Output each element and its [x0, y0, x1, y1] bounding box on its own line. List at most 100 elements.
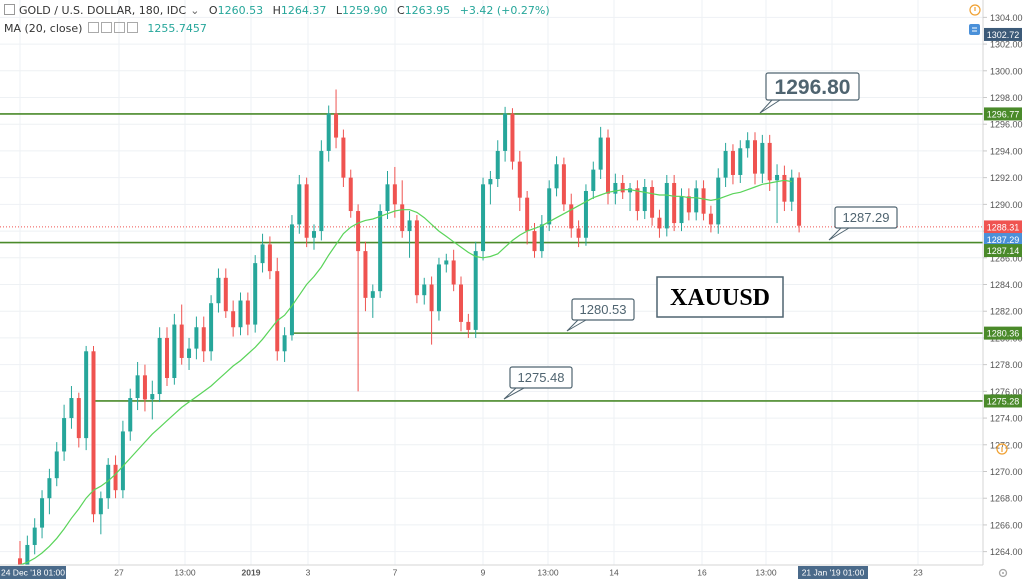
candle: [341, 129, 346, 187]
candle-body: [576, 228, 581, 238]
candle-body: [517, 161, 522, 198]
candle-body: [18, 558, 22, 565]
axis-price-tag: 1288.31: [984, 220, 1022, 234]
candle: [598, 126, 603, 179]
callout-box: [571, 298, 635, 321]
ma-label[interactable]: MA (20, close): [4, 22, 83, 35]
candle-body: [165, 337, 169, 378]
candle: [32, 518, 37, 555]
close-icon[interactable]: [113, 22, 125, 33]
indicator-tools[interactable]: [86, 22, 138, 35]
candle: [620, 174, 625, 200]
candle-body: [503, 113, 508, 151]
candle-body: [583, 191, 588, 238]
symbol-row: GOLD / U.S. DOLLAR, 180, IDC ⌄ O1260.53 H…: [4, 4, 550, 17]
candle: [25, 535, 30, 565]
candle-body: [775, 174, 780, 181]
candle-body: [753, 140, 757, 174]
alert-icon[interactable]: [969, 4, 981, 16]
candle: [657, 209, 662, 238]
candle-body: [209, 303, 214, 352]
candle-body: [135, 375, 140, 399]
candle-body: [789, 177, 794, 202]
close-label: C: [397, 4, 405, 17]
candle: [209, 295, 214, 361]
candle-body: [723, 150, 728, 178]
candle-body: [708, 213, 713, 225]
candle-body: [187, 348, 192, 358]
y-tick-label: 1290.00: [990, 200, 1023, 210]
candle-body: [650, 186, 655, 218]
candle-body: [591, 169, 596, 191]
collapse-icon[interactable]: [4, 4, 15, 15]
candle: [797, 172, 802, 233]
gear-icon[interactable]: [998, 568, 1008, 578]
candle-body: [664, 182, 669, 229]
candle: [69, 386, 74, 429]
callout-pointer: [828, 227, 850, 241]
candle-body: [54, 451, 59, 479]
candle-body: [216, 277, 221, 304]
candle-body: [120, 431, 125, 491]
symbol-title[interactable]: GOLD / U.S. DOLLAR, 180, IDC: [19, 4, 187, 17]
candle: [76, 392, 81, 448]
candle: [613, 173, 618, 205]
candle: [106, 458, 111, 509]
price-tag-label: 1287.29: [987, 235, 1020, 245]
candle: [451, 249, 456, 292]
callout-pointer: [503, 387, 525, 400]
price-tag-label: 1275.28: [987, 396, 1020, 406]
candle-body: [304, 184, 309, 238]
info-icon[interactable]: [996, 443, 1008, 455]
y-tick-label: 1298.00: [990, 93, 1023, 103]
candle-body: [745, 140, 750, 149]
candle: [18, 540, 22, 565]
more-icon[interactable]: [126, 22, 138, 33]
candle-body: [40, 498, 45, 528]
candle-body: [635, 188, 640, 212]
candle: [466, 313, 471, 338]
candle-body: [466, 321, 471, 330]
callout-pointer: [566, 319, 587, 332]
candle: [753, 132, 757, 185]
support-resistance-levels: [0, 113, 983, 402]
candle-body: [363, 251, 368, 298]
eye-icon[interactable]: [87, 22, 99, 33]
candle-body: [253, 263, 258, 325]
candle-body: [76, 398, 81, 439]
candle-body: [201, 327, 206, 352]
candle: [414, 215, 419, 304]
candle-body: [554, 164, 559, 189]
level-callouts: 1296.80 1287.29 1280.53 1275.48: [503, 72, 898, 400]
candle: [40, 490, 45, 539]
ma-value: 1255.7457: [147, 22, 207, 35]
candle: [730, 144, 735, 185]
candle-body: [606, 137, 610, 194]
candle: [738, 140, 743, 183]
candle-body: [356, 211, 361, 252]
candle-body: [701, 188, 706, 214]
sort-icon[interactable]: [969, 24, 980, 35]
chevron-down-icon[interactable]: ⌄: [190, 4, 200, 17]
axis-corner-controls[interactable]: [969, 4, 1008, 578]
callout-box: [765, 72, 860, 101]
candle: [128, 388, 133, 441]
candle-body: [436, 264, 441, 312]
candle: [650, 180, 655, 226]
y-tick-label: 1272.00: [990, 440, 1023, 450]
price-tag-label: 1287.14: [987, 246, 1020, 256]
settings-icon[interactable]: [100, 22, 112, 33]
candle: [62, 404, 67, 461]
candle-body: [172, 324, 177, 378]
candle-body: [510, 113, 515, 162]
candle: [517, 150, 522, 212]
candle-body: [569, 204, 574, 229]
candle: [583, 184, 588, 246]
y-tick-label: 1300.00: [990, 66, 1023, 76]
x-tick-label: 14: [609, 568, 619, 578]
x-tick-label: 2019: [242, 568, 261, 578]
y-tick-label: 1294.00: [990, 146, 1023, 156]
x-tick-label: 9: [481, 568, 486, 578]
x-tick-label: 13:00: [755, 568, 777, 578]
